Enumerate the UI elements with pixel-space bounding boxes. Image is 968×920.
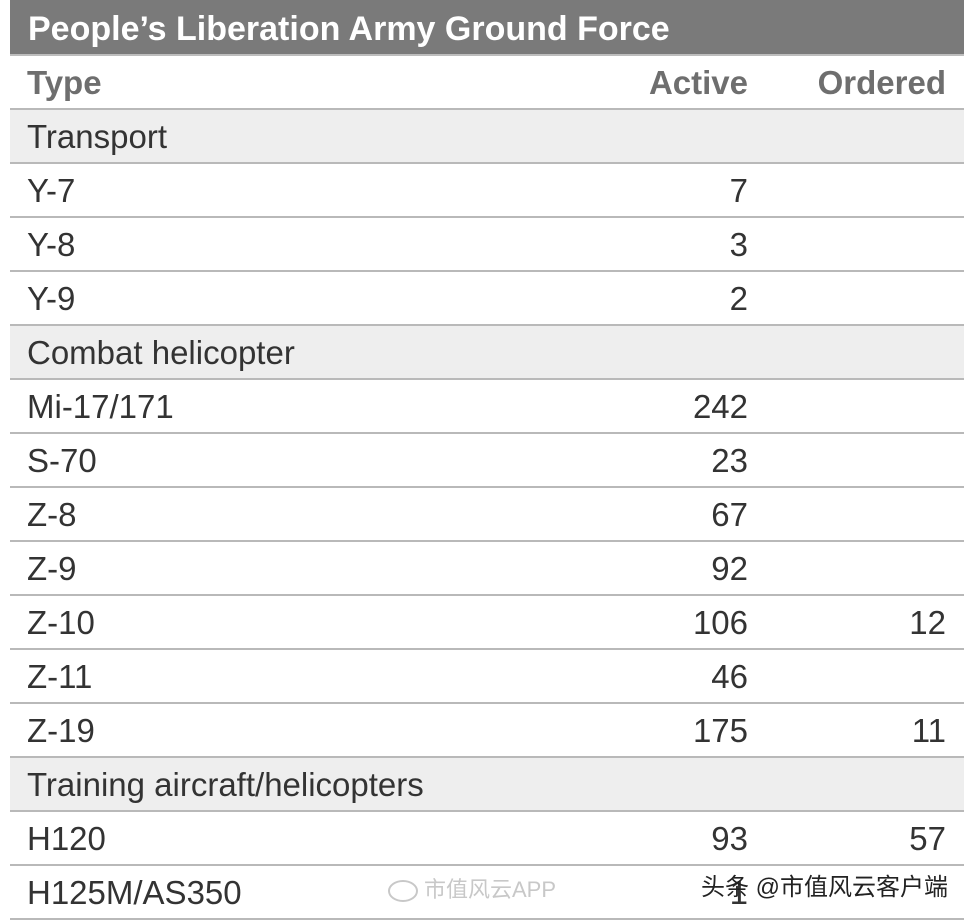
header-active: Active [648, 64, 748, 101]
active-cell: 46 [711, 658, 748, 695]
table-row: S-70 23 [10, 434, 964, 488]
table-row: Y-7 7 [10, 164, 964, 218]
ordered-cell: 11 [911, 712, 946, 749]
active-cell: 106 [692, 604, 748, 641]
type-cell: S-70 [27, 442, 97, 479]
table-row: H120 93 57 [10, 812, 964, 866]
active-cell: 2 [729, 280, 748, 317]
type-cell: Z-10 [27, 604, 95, 641]
category-label: Transport [27, 118, 167, 155]
type-cell: H125M/AS350 [27, 874, 242, 911]
toutiao-watermark: 头条 @市值风云客户端 [700, 874, 948, 901]
type-cell: Z-19 [27, 712, 95, 749]
weibo-logo-icon [388, 880, 418, 903]
table-row: Z-11 46 [10, 650, 964, 704]
table-title: People’s Liberation Army Ground Force [10, 0, 964, 56]
table-row: Z-9 92 [10, 542, 964, 596]
ordered-cell: 57 [909, 820, 946, 857]
ordered-cell: 12 [909, 604, 946, 641]
active-cell: 93 [711, 820, 748, 857]
active-cell: 3 [729, 226, 748, 263]
table-row: Z-8 67 [10, 488, 964, 542]
category-row: Combat helicopter [10, 326, 964, 380]
type-cell: Z-11 [27, 658, 93, 695]
type-cell: Y-9 [27, 280, 76, 317]
active-cell: 23 [711, 442, 748, 479]
header-type: Type [27, 64, 102, 101]
table-row: Z-19 175 11 [10, 704, 964, 758]
header-row: Type Active Ordered [10, 56, 964, 110]
table-row: Y-8 3 [10, 218, 964, 272]
active-cell: 1 [729, 874, 748, 911]
active-cell: 175 [692, 712, 748, 749]
type-cell: Mi-17/171 [27, 388, 174, 425]
type-cell: Z-9 [27, 550, 77, 587]
table-row: Y-9 2 [10, 272, 964, 326]
active-cell: 67 [711, 496, 748, 533]
active-cell: 92 [711, 550, 748, 587]
header-ordered: Ordered [817, 64, 946, 101]
type-cell: Y-7 [27, 172, 76, 209]
data-table: People’s Liberation Army Ground Force Ty… [10, 0, 964, 920]
type-cell: Z-8 [27, 496, 77, 533]
category-label: Training aircraft/helicopters [27, 766, 424, 803]
type-cell: Y-8 [27, 226, 76, 263]
category-row: Transport [10, 110, 964, 164]
weibo-watermark: 市值风云APP [388, 872, 556, 904]
table-row: Z-10 106 12 [10, 596, 964, 650]
active-cell: 242 [692, 388, 748, 425]
table-row: Mi-17/171 242 [10, 380, 964, 434]
category-label: Combat helicopter [27, 334, 295, 371]
active-cell: 7 [729, 172, 748, 209]
type-cell: H120 [27, 820, 106, 857]
table-body: Transport Y-7 7 Y-8 3 Y-9 2 Combat helicopter Mi… [10, 110, 964, 920]
category-row: Training aircraft/helicopters [10, 758, 964, 812]
weibo-watermark-text: 市值风云APP [424, 877, 557, 902]
